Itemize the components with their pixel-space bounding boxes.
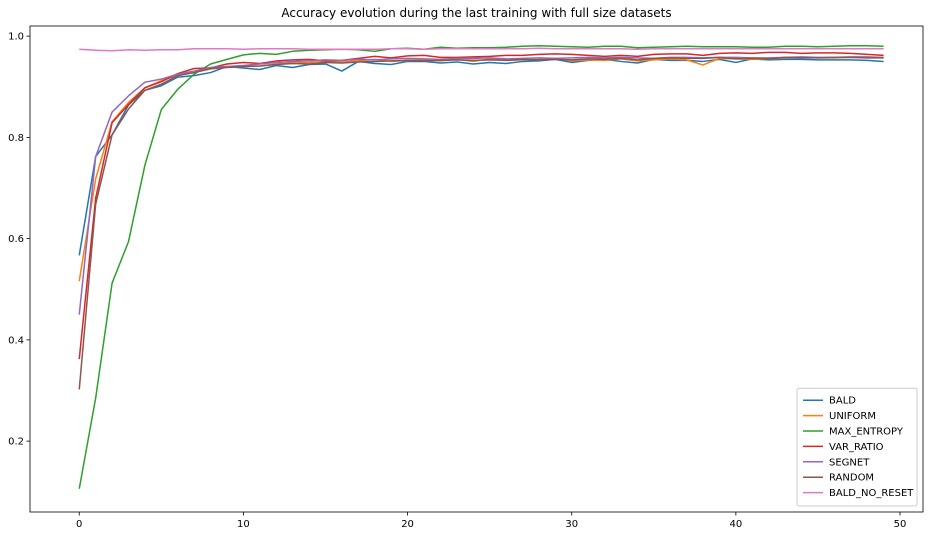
y-tick-label: 0.8 [8, 133, 24, 144]
legend-label: VAR_RATIO [829, 442, 884, 453]
series-line-bald [78, 58, 884, 256]
legend: BALD UNIFORM MAX_ENTROPY VAR_RATIO SEGNET RAN… [796, 387, 918, 507]
series-line-var-ratio [78, 51, 884, 360]
plot-lines [78, 44, 884, 489]
y-axis: 0.2 0.4 0.6 0.8 1.0 [8, 32, 30, 448]
series-line-max-entropy [78, 44, 884, 489]
x-tick-label: 50 [894, 519, 907, 530]
x-tick-label: 0 [76, 519, 82, 530]
y-tick-label: 0.6 [8, 234, 24, 245]
legend-box [796, 387, 918, 507]
legend-label: BALD_NO_RESET [829, 488, 914, 499]
x-tick-label: 30 [565, 519, 578, 530]
series-line-uniform [78, 56, 884, 282]
x-tick-label: 10 [237, 519, 250, 530]
legend-label: BALD [829, 396, 856, 407]
series-line-bald-no-reset [79, 47, 884, 52]
y-tick-label: 1.0 [8, 32, 24, 43]
series-line-segnet [78, 56, 884, 315]
y-tick-label: 0.4 [8, 335, 24, 346]
x-tick-label: 20 [401, 519, 414, 530]
x-axis: 0 10 20 30 40 50 [76, 512, 906, 530]
chart-title: Accuracy evolution during the last train… [281, 6, 671, 20]
legend-label: RANDOM [829, 473, 874, 484]
legend-label: SEGNET [829, 457, 870, 468]
legend-label: UNIFORM [829, 411, 876, 422]
x-tick-label: 40 [729, 519, 742, 530]
y-tick-label: 0.2 [8, 437, 24, 448]
legend-label: MAX_ENTROPY [829, 427, 904, 438]
series-line-random [78, 56, 884, 390]
axes-frame [29, 25, 924, 513]
